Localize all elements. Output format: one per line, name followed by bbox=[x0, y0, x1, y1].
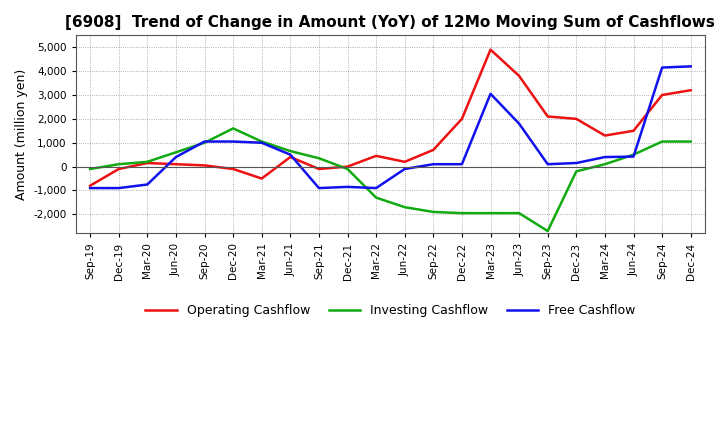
Investing Cashflow bbox=[200, 140, 209, 145]
Operating Cashflow bbox=[458, 116, 467, 121]
Investing Cashflow bbox=[143, 159, 152, 165]
Operating Cashflow bbox=[372, 153, 380, 158]
Free Cashflow bbox=[486, 91, 495, 96]
Free Cashflow bbox=[544, 161, 552, 167]
Investing Cashflow bbox=[315, 156, 323, 161]
Title: [6908]  Trend of Change in Amount (YoY) of 12Mo Moving Sum of Cashflows: [6908] Trend of Change in Amount (YoY) o… bbox=[66, 15, 716, 30]
Line: Investing Cashflow: Investing Cashflow bbox=[90, 128, 690, 231]
Investing Cashflow bbox=[515, 210, 523, 216]
Operating Cashflow bbox=[200, 163, 209, 168]
Y-axis label: Amount (million yen): Amount (million yen) bbox=[15, 69, 28, 200]
Free Cashflow bbox=[515, 121, 523, 126]
Investing Cashflow bbox=[686, 139, 695, 144]
Investing Cashflow bbox=[86, 166, 94, 172]
Investing Cashflow bbox=[343, 166, 352, 172]
Investing Cashflow bbox=[286, 148, 294, 154]
Operating Cashflow bbox=[658, 92, 667, 98]
Free Cashflow bbox=[629, 154, 638, 159]
Investing Cashflow bbox=[629, 152, 638, 158]
Operating Cashflow bbox=[343, 164, 352, 169]
Operating Cashflow bbox=[315, 166, 323, 172]
Free Cashflow bbox=[343, 184, 352, 190]
Investing Cashflow bbox=[544, 228, 552, 234]
Free Cashflow bbox=[114, 185, 123, 191]
Free Cashflow bbox=[86, 185, 94, 191]
Investing Cashflow bbox=[572, 169, 580, 174]
Free Cashflow bbox=[372, 185, 380, 191]
Operating Cashflow bbox=[400, 159, 409, 165]
Operating Cashflow bbox=[143, 160, 152, 165]
Operating Cashflow bbox=[171, 161, 180, 167]
Investing Cashflow bbox=[600, 161, 609, 167]
Operating Cashflow bbox=[686, 88, 695, 93]
Investing Cashflow bbox=[114, 161, 123, 167]
Operating Cashflow bbox=[114, 166, 123, 172]
Free Cashflow bbox=[315, 185, 323, 191]
Operating Cashflow bbox=[286, 154, 294, 160]
Operating Cashflow bbox=[486, 47, 495, 52]
Investing Cashflow bbox=[258, 139, 266, 144]
Operating Cashflow bbox=[429, 147, 438, 153]
Operating Cashflow bbox=[629, 128, 638, 133]
Line: Operating Cashflow: Operating Cashflow bbox=[90, 50, 690, 186]
Free Cashflow bbox=[286, 152, 294, 158]
Operating Cashflow bbox=[600, 133, 609, 138]
Free Cashflow bbox=[658, 65, 667, 70]
Investing Cashflow bbox=[658, 139, 667, 144]
Free Cashflow bbox=[400, 166, 409, 172]
Operating Cashflow bbox=[572, 116, 580, 121]
Free Cashflow bbox=[200, 139, 209, 144]
Legend: Operating Cashflow, Investing Cashflow, Free Cashflow: Operating Cashflow, Investing Cashflow, … bbox=[140, 299, 641, 322]
Investing Cashflow bbox=[486, 210, 495, 216]
Investing Cashflow bbox=[372, 195, 380, 200]
Operating Cashflow bbox=[515, 73, 523, 79]
Free Cashflow bbox=[143, 182, 152, 187]
Investing Cashflow bbox=[429, 209, 438, 215]
Free Cashflow bbox=[572, 160, 580, 165]
Operating Cashflow bbox=[86, 183, 94, 188]
Investing Cashflow bbox=[458, 210, 467, 216]
Investing Cashflow bbox=[400, 205, 409, 210]
Free Cashflow bbox=[171, 154, 180, 160]
Operating Cashflow bbox=[544, 114, 552, 119]
Operating Cashflow bbox=[229, 166, 238, 172]
Free Cashflow bbox=[600, 154, 609, 160]
Operating Cashflow bbox=[258, 176, 266, 181]
Free Cashflow bbox=[229, 139, 238, 144]
Line: Free Cashflow: Free Cashflow bbox=[90, 66, 690, 188]
Investing Cashflow bbox=[171, 150, 180, 155]
Investing Cashflow bbox=[229, 126, 238, 131]
Free Cashflow bbox=[258, 140, 266, 145]
Free Cashflow bbox=[686, 64, 695, 69]
Free Cashflow bbox=[429, 161, 438, 167]
Free Cashflow bbox=[458, 161, 467, 167]
